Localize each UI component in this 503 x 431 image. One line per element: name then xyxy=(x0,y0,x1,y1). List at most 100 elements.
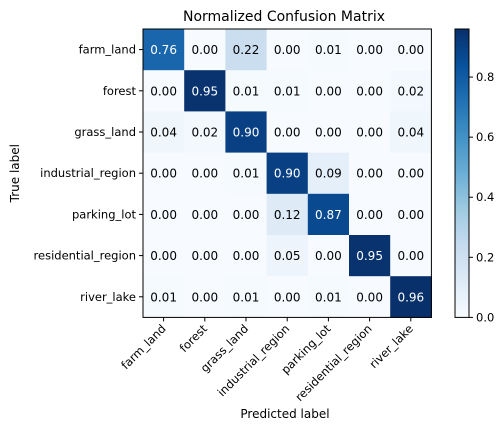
cell-value-label: 0.00 xyxy=(150,208,177,222)
heatmap-cell xyxy=(349,193,391,236)
heatmap-cell xyxy=(184,70,226,112)
y-tick-label: parking_lot xyxy=(72,207,136,221)
heatmap-cell xyxy=(225,152,268,195)
heatmap-cell xyxy=(390,70,432,112)
heatmap-cell xyxy=(225,111,268,154)
heatmap-cell xyxy=(225,276,268,318)
cell-value-label: 0.00 xyxy=(150,84,177,98)
heatmap-cell xyxy=(390,235,432,277)
y-tick-label: industrial_region xyxy=(40,166,136,180)
heatmap-cell xyxy=(184,111,226,154)
cell-value-label: 0.01 xyxy=(315,290,342,304)
cell-value-label: 0.00 xyxy=(397,208,424,222)
cell-value-label: 0.00 xyxy=(274,290,301,304)
cell-value-label: 0.00 xyxy=(356,43,383,57)
cell-value-label: 0.22 xyxy=(233,43,260,57)
heatmap-cell xyxy=(143,235,185,277)
heatmap-cell xyxy=(307,152,350,195)
heatmap-cell xyxy=(266,111,309,154)
cell-value-label: 0.00 xyxy=(191,290,218,304)
cell-value-label: 0.90 xyxy=(233,126,260,140)
cell-value-label: 0.02 xyxy=(191,126,218,140)
y-tick-label: river_lake xyxy=(80,290,136,304)
heatmap-cell xyxy=(225,70,268,112)
chart-title: Normalized Confusion Matrix xyxy=(183,9,385,25)
heatmap-cell xyxy=(307,235,350,277)
heatmap-cell xyxy=(184,235,226,277)
cell-value-label: 0.01 xyxy=(150,290,177,304)
cell-value-label: 0.01 xyxy=(233,84,260,98)
cell-value-label: 0.00 xyxy=(233,249,260,263)
cell-value-label: 0.00 xyxy=(150,249,177,263)
heatmap-cell xyxy=(349,70,391,112)
cell-value-label: 0.00 xyxy=(274,43,301,57)
heatmap-cell xyxy=(143,111,185,154)
heatmap-cell xyxy=(390,276,432,318)
colorbar-tick-label: 0.6 xyxy=(476,130,494,144)
x-tick-label: forest xyxy=(177,321,211,355)
y-tick-label: residential_region xyxy=(34,249,136,263)
x-axis-label: Predicted label xyxy=(240,407,329,421)
x-tick-label: industrial_region xyxy=(215,322,293,400)
y-axis-label: True label xyxy=(8,144,22,203)
cell-value-label: 0.00 xyxy=(274,126,301,140)
cell-value-label: 0.00 xyxy=(315,84,342,98)
cell-value-label: 0.00 xyxy=(356,208,383,222)
colorbar-tick-label: 0.2 xyxy=(476,250,494,264)
cell-value-label: 0.00 xyxy=(356,84,383,98)
heatmap-cell xyxy=(266,235,309,277)
cell-value-label: 0.00 xyxy=(356,290,383,304)
heatmap-cell xyxy=(390,29,432,71)
heatmap-cell xyxy=(349,235,391,277)
colorbar xyxy=(454,28,470,318)
y-tick-label: grass_land xyxy=(74,125,136,139)
heatmap-cell xyxy=(143,152,185,195)
heatmap-cell xyxy=(390,111,432,154)
heatmap-cells xyxy=(143,29,432,318)
heatmap-cell xyxy=(349,29,391,71)
colorbar-tick-label: 0.8 xyxy=(476,70,494,84)
cell-value-label: 0.95 xyxy=(356,249,383,263)
heatmap-cell xyxy=(307,111,350,154)
heatmap-cell xyxy=(349,152,391,195)
heatmap-cell xyxy=(266,29,309,71)
cell-value-label: 0.00 xyxy=(315,249,342,263)
cell-value-label: 0.87 xyxy=(315,208,342,222)
y-tick-label: farm_land xyxy=(79,43,136,57)
cell-value-label: 0.01 xyxy=(274,84,301,98)
heatmap-cell xyxy=(225,235,268,277)
cell-value-label: 0.05 xyxy=(274,249,301,263)
cell-value-label: 0.04 xyxy=(397,126,424,140)
heatmap-cell xyxy=(307,70,350,112)
cell-value-label: 0.00 xyxy=(233,208,260,222)
heatmap-cell xyxy=(143,29,185,71)
y-tick-label: forest xyxy=(103,84,137,98)
heatmap-cell xyxy=(184,193,226,236)
cell-value-label: 0.00 xyxy=(191,249,218,263)
heatmap-cell xyxy=(390,193,432,236)
heatmap-cell xyxy=(307,276,350,318)
heatmap-cell xyxy=(266,70,309,112)
cell-value-label: 0.00 xyxy=(397,167,424,181)
cell-value-label: 0.95 xyxy=(191,84,218,98)
heatmap-cell xyxy=(349,276,391,318)
cell-value-label: 0.00 xyxy=(191,43,218,57)
heatmap-cell xyxy=(184,152,226,195)
cell-value-label: 0.00 xyxy=(397,249,424,263)
heatmap-cell xyxy=(225,193,268,236)
x-tick-label: residential_region xyxy=(292,322,374,404)
cell-value-labels: 0.76 0.00 0.22 0.00 0.01 0.00 0.00 0.00 0.95 0.01… xyxy=(150,43,424,304)
cell-value-label: 0.00 xyxy=(356,167,383,181)
heatmap-cell xyxy=(143,193,185,236)
x-tick-label: river_lake xyxy=(367,322,416,371)
cell-value-label: 0.76 xyxy=(150,43,177,57)
cell-value-label: 0.00 xyxy=(150,167,177,181)
heatmap-cell xyxy=(307,29,350,71)
cell-value-label: 0.00 xyxy=(191,167,218,181)
heatmap-cell xyxy=(143,276,185,318)
heatmap-cell xyxy=(349,111,391,154)
cell-value-label: 0.09 xyxy=(315,167,342,181)
cell-value-label: 0.01 xyxy=(315,43,342,57)
colorbar-ticks: 0.0 0.2 0.4 0.6 0.8 xyxy=(469,70,494,324)
